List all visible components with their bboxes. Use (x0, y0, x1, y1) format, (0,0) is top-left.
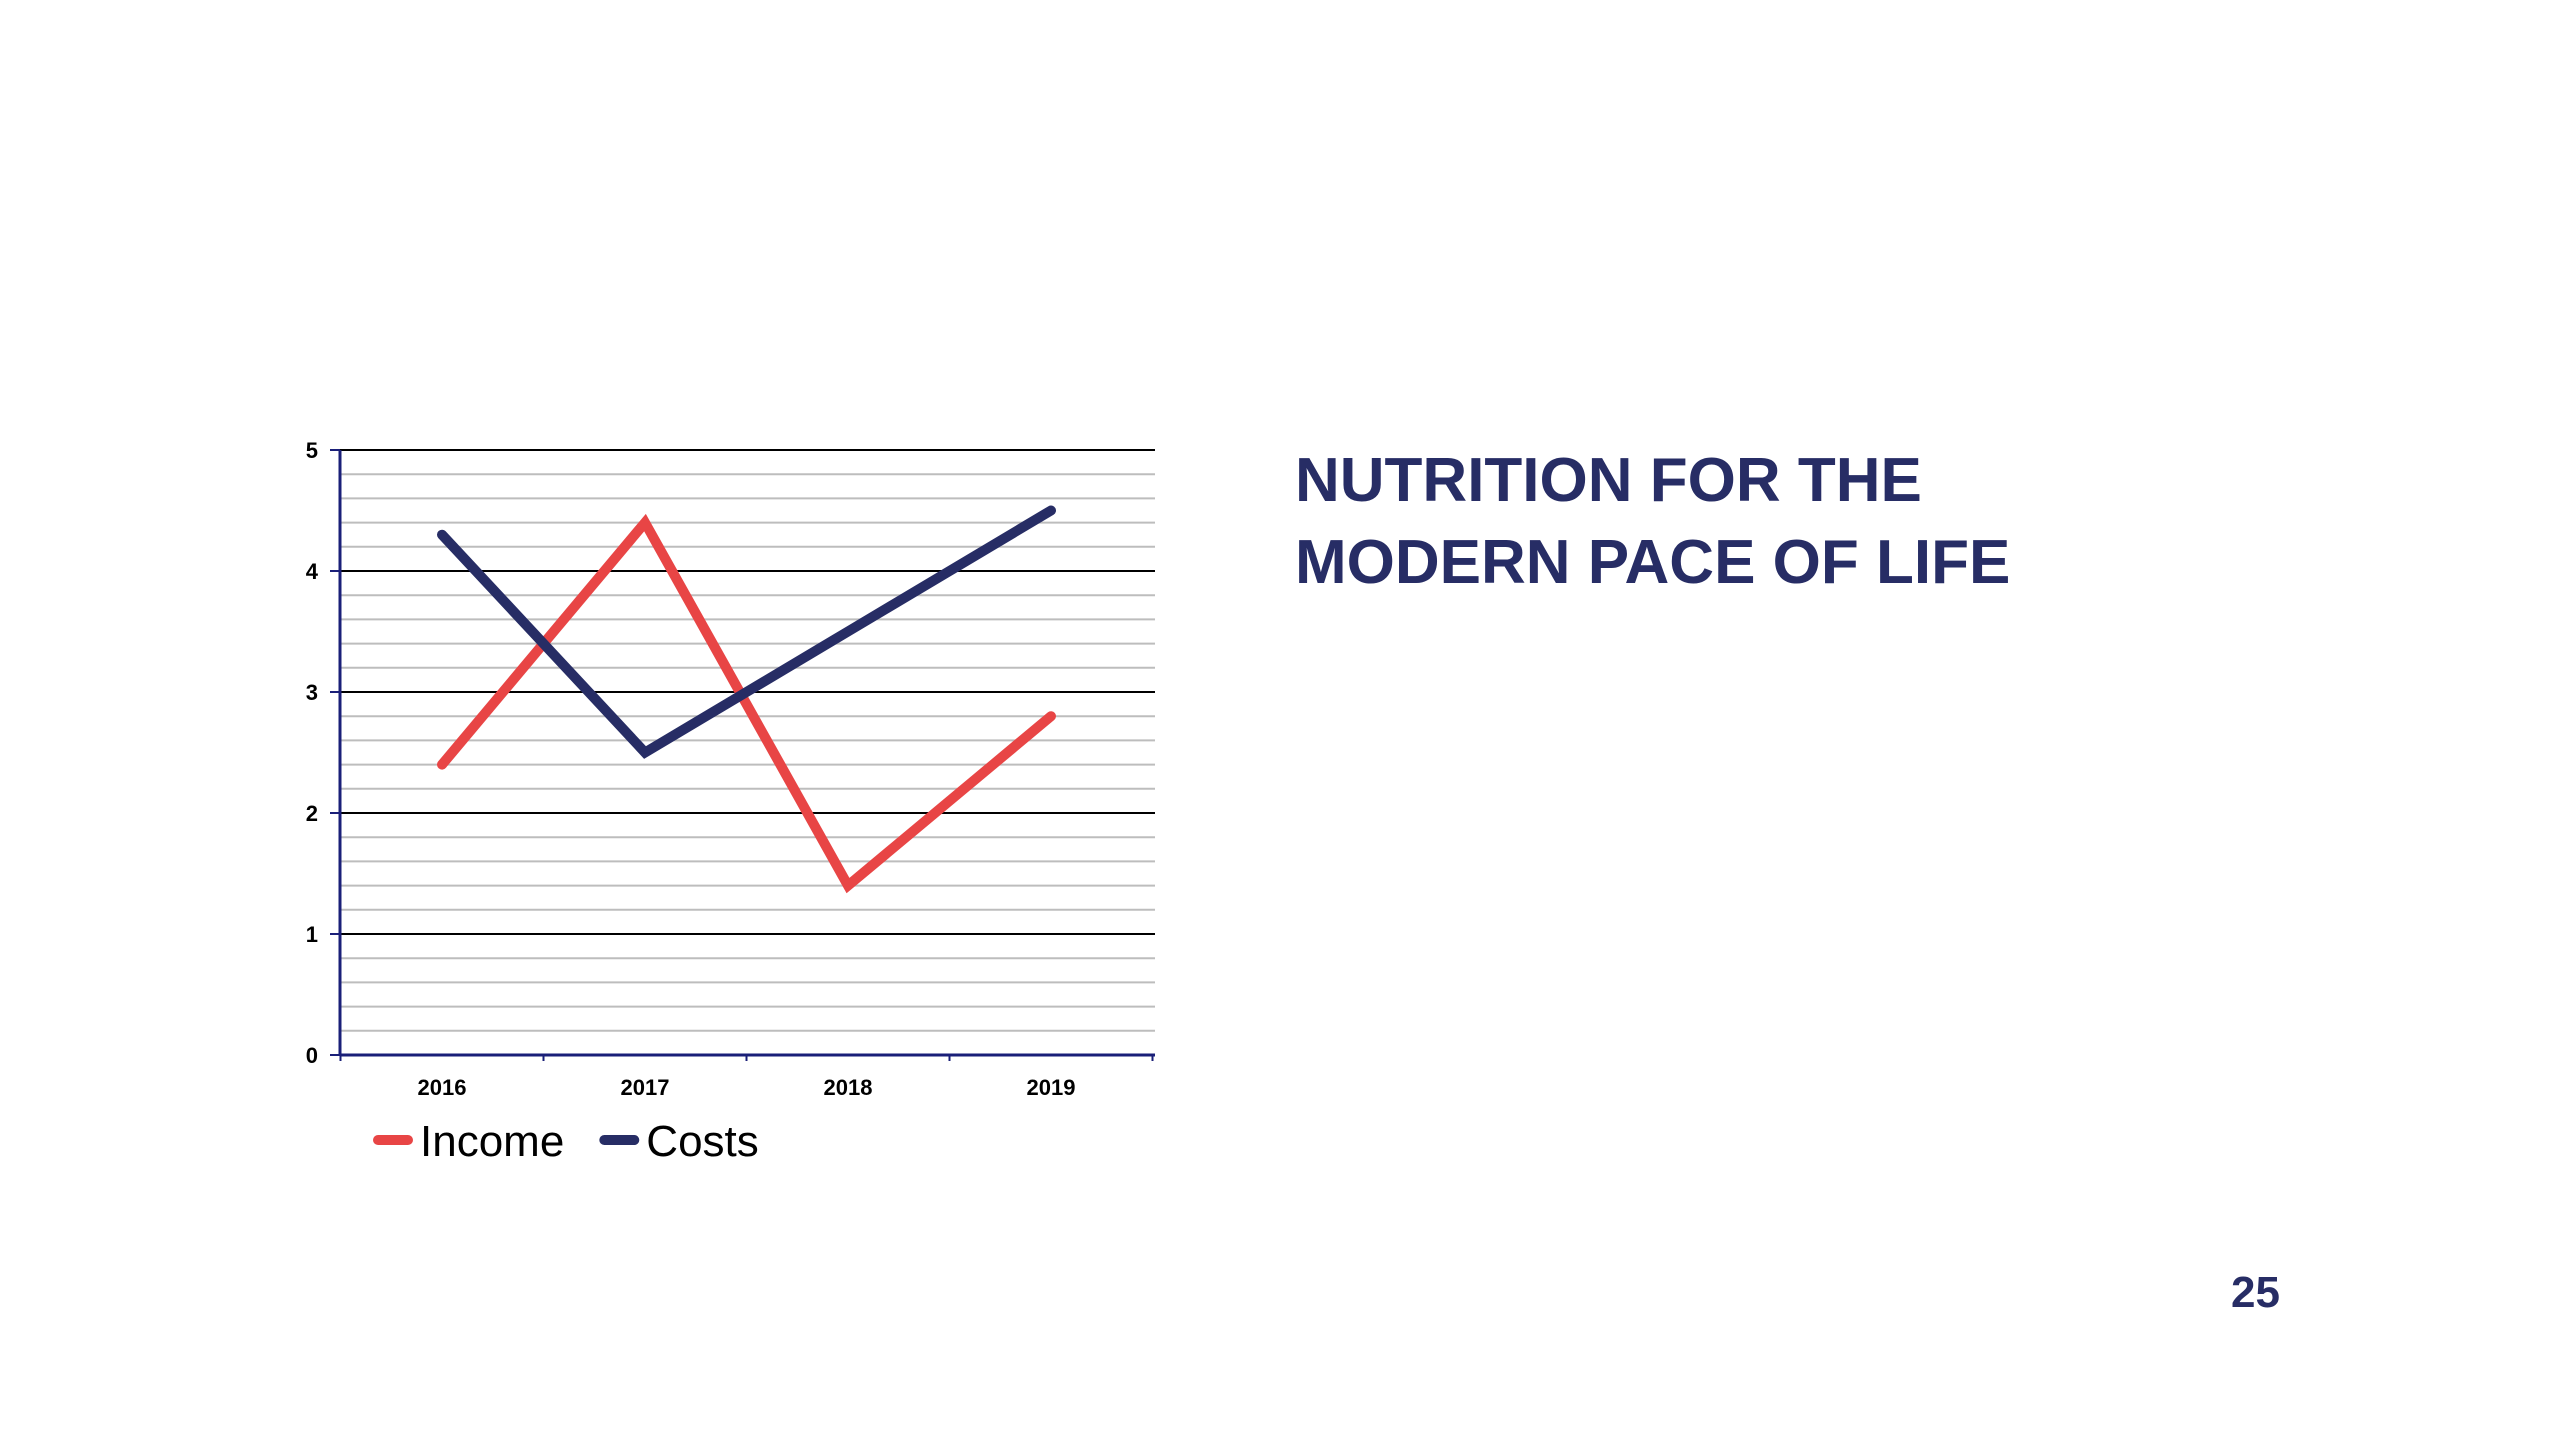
chart-axes (330, 449, 1155, 1061)
series-lines (437, 505, 1056, 894)
x-axis-tick-labels: 2016 2017 2018 2019 (418, 1075, 1076, 1100)
minor-gridlines (340, 473, 1155, 1032)
x-tick-label: 2016 (418, 1075, 467, 1100)
y-tick-label: 4 (306, 559, 319, 584)
x-tick-label: 2018 (824, 1075, 873, 1100)
y-axis-tick-labels: 0 1 2 3 4 5 (306, 438, 319, 1068)
legend-label: Costs (646, 1117, 758, 1166)
page-number: 25 (2231, 1268, 2280, 1317)
y-tick-label: 5 (306, 438, 318, 463)
legend-label: Income (420, 1117, 564, 1166)
slide-title-line-1: NUTRITION FOR THE (1295, 446, 1922, 515)
y-tick-label: 2 (306, 801, 318, 826)
y-tick-label: 1 (306, 922, 318, 947)
y-tick-label: 0 (306, 1043, 318, 1068)
x-tick-label: 2017 (621, 1075, 670, 1100)
series-line-income (437, 513, 1056, 894)
y-tick-label: 3 (306, 680, 318, 705)
slide-title: NUTRITION FOR THE MODERN PACE OF LIFE (1295, 440, 2195, 604)
series-line-costs (437, 505, 1056, 759)
slide-title-line-2: MODERN PACE OF LIFE (1295, 528, 2011, 597)
chart-legend: Income Costs (373, 1117, 759, 1166)
x-tick-label: 2019 (1027, 1075, 1076, 1100)
